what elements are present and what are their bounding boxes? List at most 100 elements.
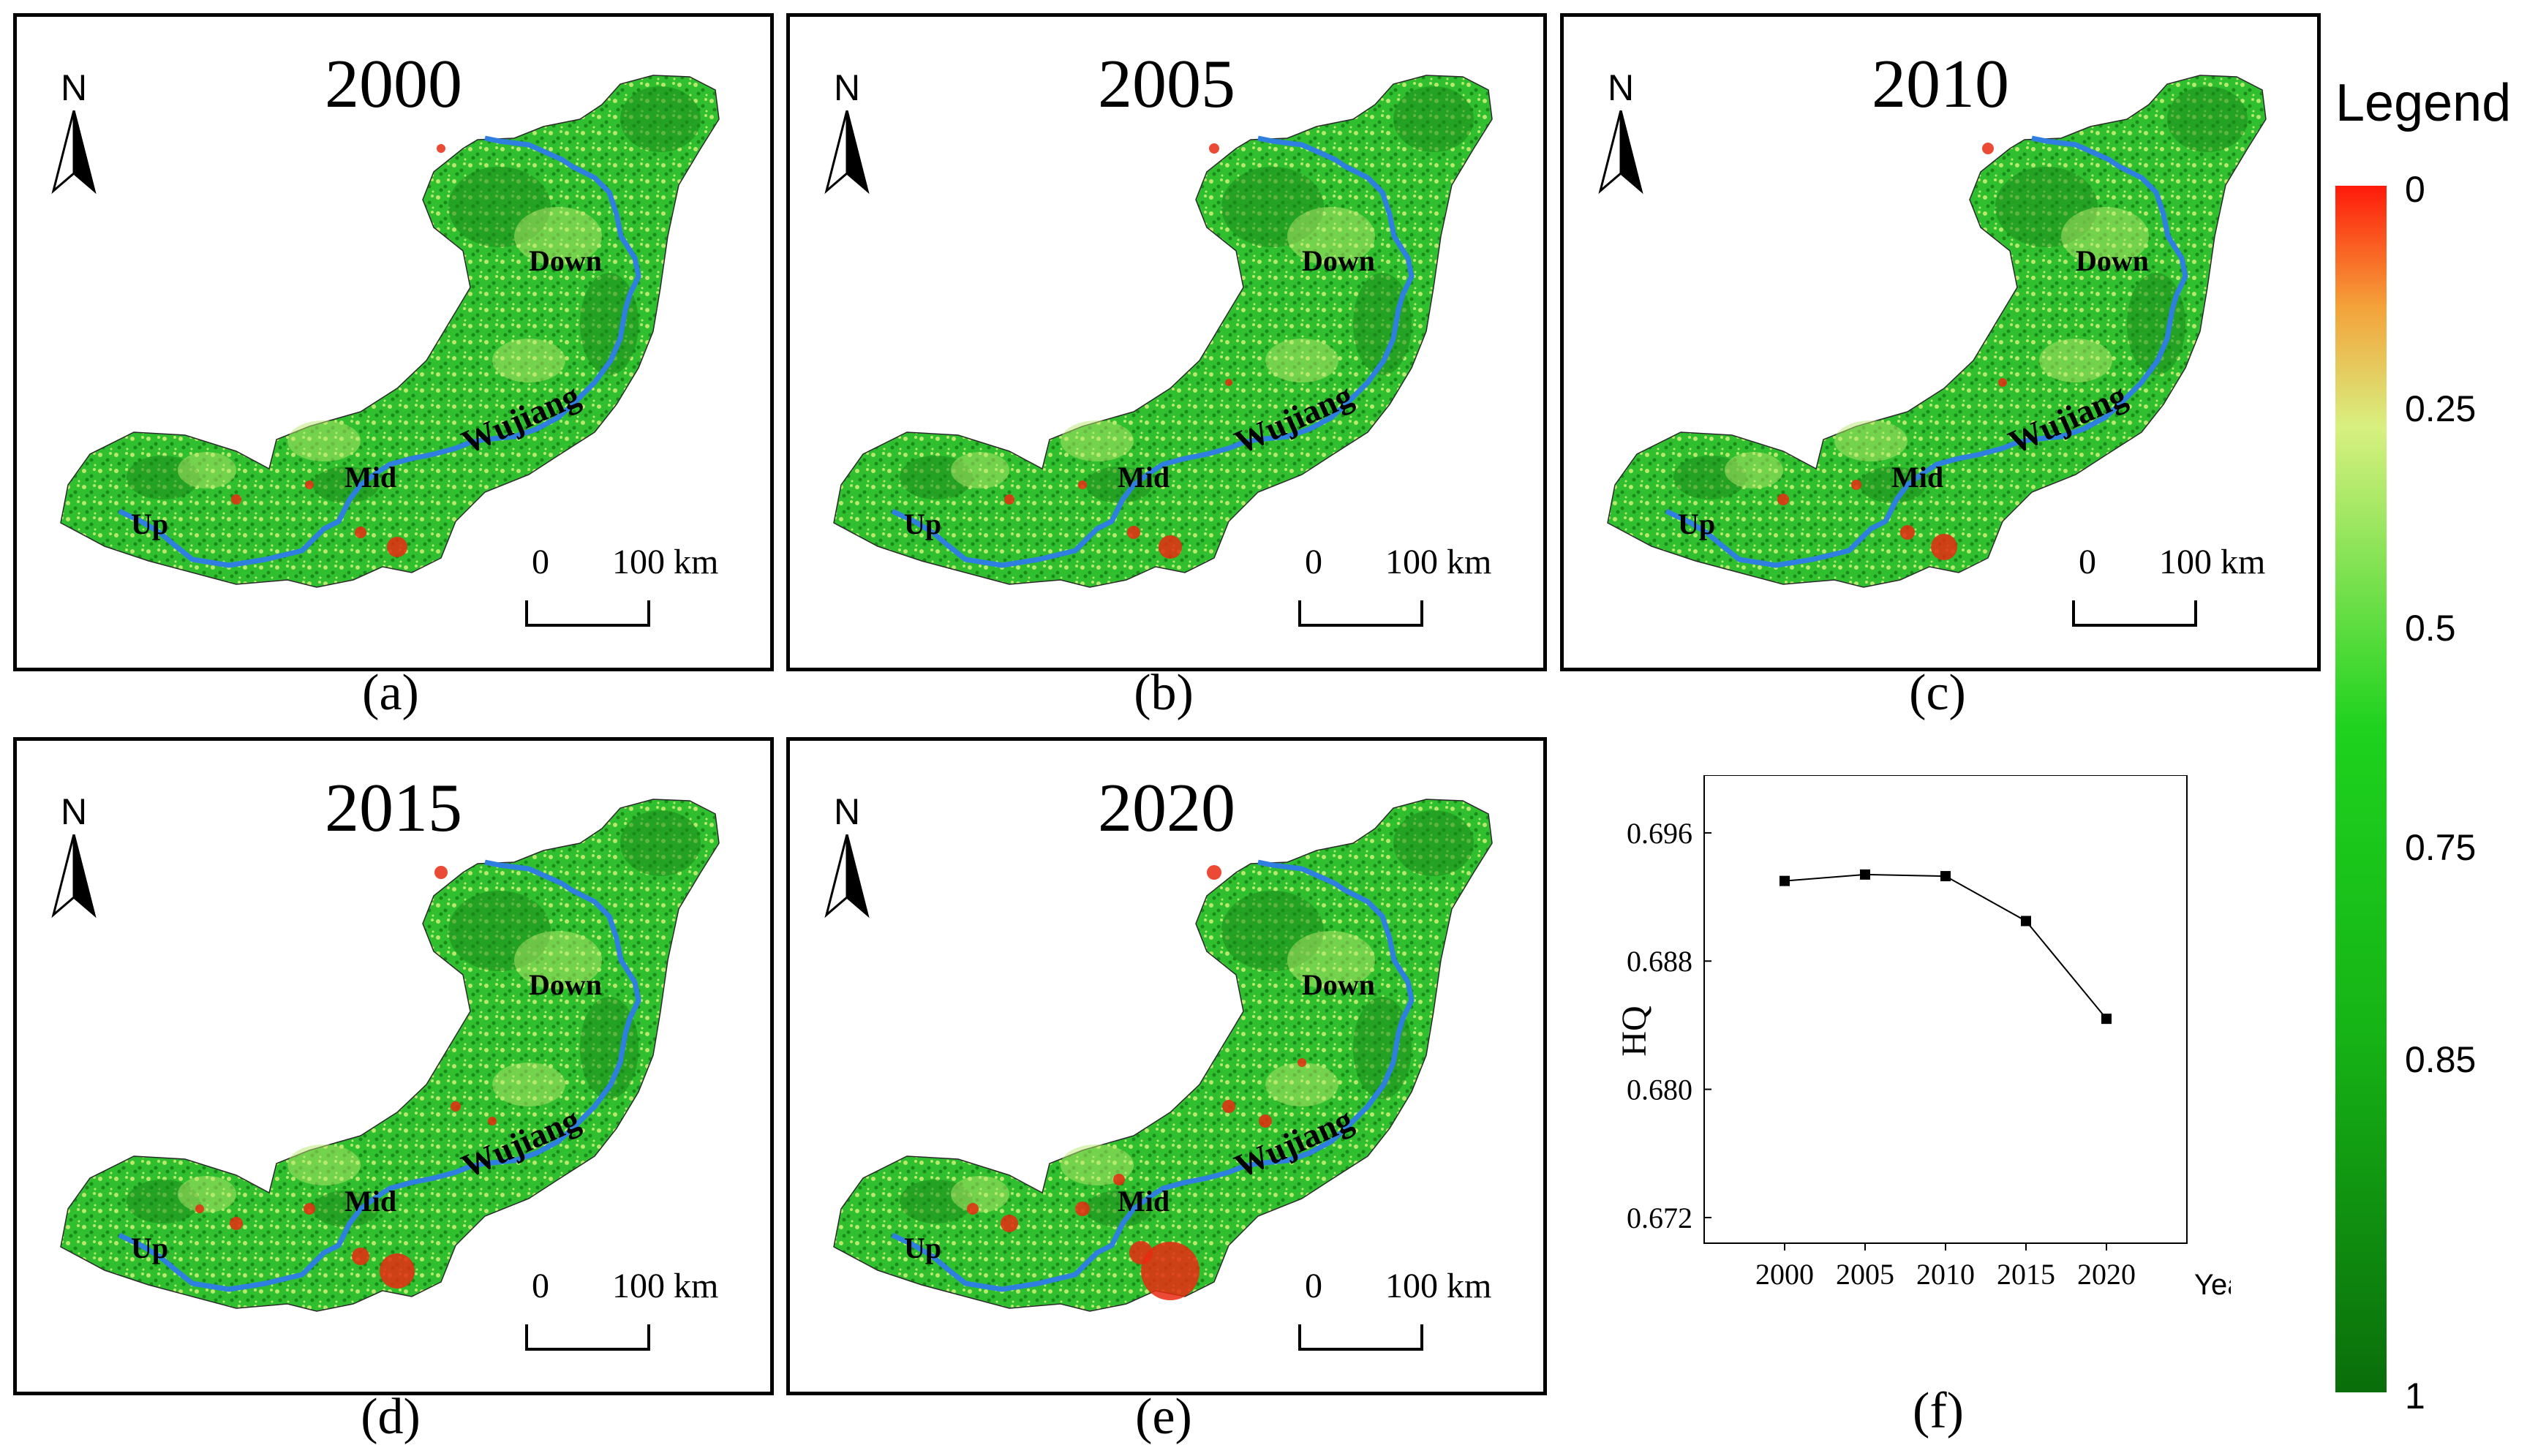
scale-bar-line <box>525 1324 650 1351</box>
scale-end: 100 km <box>612 1267 719 1305</box>
high-quality-zones <box>127 86 701 503</box>
low-quality-hotspot <box>1851 480 1861 490</box>
north-arrow: N <box>45 791 103 937</box>
hq-data-point <box>2021 916 2031 927</box>
low-quality-hotspot <box>1159 535 1182 559</box>
scale-bar: 0 100 km <box>524 1266 770 1368</box>
low-quality-hotspot <box>1207 865 1221 880</box>
north-arrow-icon <box>824 834 870 919</box>
low-quality-hotspot <box>1222 1100 1235 1113</box>
scale-bar: 0 100 km <box>524 542 770 644</box>
scale-bar: 0 100 km <box>1298 542 1543 644</box>
x-tick-label: 2005 <box>1836 1258 1894 1291</box>
region-label-mid: Mid <box>1118 1185 1170 1218</box>
habitat-quality-map <box>60 75 720 588</box>
x-tick-label: 2020 <box>2077 1258 2136 1291</box>
region-label-mid: Mid <box>344 461 397 494</box>
scale-end: 100 km <box>2159 543 2266 581</box>
legend-title: Legend <box>2335 74 2512 132</box>
north-label: N <box>1607 67 1635 108</box>
low-quality-hotspot <box>1225 379 1232 386</box>
y-tick-label: 0.696 <box>1627 817 1692 850</box>
panel-caption-2015: (d) <box>361 1389 421 1445</box>
legend-color-ramp <box>2335 186 2387 1392</box>
region-label-up: Up <box>904 508 942 540</box>
low-quality-hotspot <box>1998 378 2007 387</box>
region-label-up: Up <box>131 1231 169 1264</box>
low-quality-hotspots <box>967 865 1306 1300</box>
panel-year-title: 2015 <box>325 770 462 846</box>
north-arrow-icon <box>51 110 97 195</box>
scale-bar: 0 100 km <box>2071 542 2317 644</box>
map-panel-2005: 2005 N Up Mid Down Wujiang 0 100 km <box>786 13 1547 671</box>
low-quality-hotspot <box>967 1203 979 1215</box>
hq-data-point <box>1940 871 1951 882</box>
x-tick-label: 2000 <box>1755 1258 1814 1291</box>
scale-bar-line <box>1298 600 1423 627</box>
scale-bar-line <box>2072 600 2197 627</box>
wujiang-river <box>891 859 1415 1292</box>
y-tick-label: 0.688 <box>1627 945 1692 978</box>
low-quality-hotspot <box>1129 1241 1153 1264</box>
low-quality-hotspot <box>1777 494 1789 505</box>
hq-data-point <box>2101 1014 2112 1025</box>
y-tick-label: 0.672 <box>1627 1202 1692 1234</box>
low-quality-hotspot <box>387 537 407 557</box>
medium-quality-zones <box>178 207 602 489</box>
low-quality-hotspot <box>1900 525 1915 540</box>
low-quality-hotspot <box>1298 1058 1306 1067</box>
hq-data-point <box>1860 869 1870 880</box>
low-quality-hotspot <box>451 1101 461 1112</box>
scale-bar-line <box>525 600 650 627</box>
scale-end: 100 km <box>612 543 719 581</box>
hq-data-point <box>1780 875 1790 886</box>
low-quality-hotspot <box>231 494 241 505</box>
region-label-down: Down <box>529 244 603 277</box>
habitat-quality-map <box>833 75 1493 588</box>
y-axis-label: HQ <box>1615 1006 1654 1056</box>
chart-caption: (f) <box>1913 1383 1964 1439</box>
low-quality-hotspots <box>195 866 497 1289</box>
habitat-quality-map <box>60 799 720 1312</box>
low-quality-hotspot <box>352 1248 369 1265</box>
low-quality-hotspot <box>355 527 366 538</box>
legend-tick-label: 0.85 <box>2405 1039 2477 1080</box>
map-panel-2010: 2010 N Up Mid Down Wujiang 0 100 km <box>1560 13 2321 671</box>
medium-quality-zones <box>951 207 1375 489</box>
low-quality-hotspot <box>434 866 448 879</box>
north-arrow: N <box>818 791 876 937</box>
wujiang-river <box>1665 135 2188 568</box>
low-quality-hotspot <box>1141 1242 1200 1300</box>
low-quality-hotspot <box>305 480 314 489</box>
panel-year-title: 2020 <box>1098 770 1235 846</box>
map-panel-2020: 2020 N Up Mid Down Wujiang 0 100 km <box>786 737 1547 1395</box>
low-quality-hotspots <box>231 144 445 557</box>
region-label-down: Down <box>2076 244 2150 277</box>
legend-tick-label: 0 <box>2405 169 2425 210</box>
low-quality-hotspot <box>230 1217 243 1230</box>
legend-tick-label: 1 <box>2405 1376 2425 1417</box>
y-tick-label: 0.680 <box>1627 1074 1692 1106</box>
scale-start: 0 <box>2079 543 2096 581</box>
low-quality-hotspot <box>1209 143 1219 154</box>
hq-line-chart: 0.672 0.680 0.688 0.696 2000 2005 2010 2015 2020… <box>1609 775 2231 1324</box>
wujiang-river <box>118 135 641 568</box>
high-quality-zones <box>900 810 1474 1227</box>
legend-tick-label: 0.75 <box>2405 827 2477 868</box>
low-quality-hotspot <box>380 1253 415 1289</box>
low-quality-hotspot <box>1127 526 1140 539</box>
north-label: N <box>833 791 861 832</box>
north-arrow: N <box>818 67 876 213</box>
low-quality-hotspot <box>1004 494 1014 505</box>
x-tick-label: 2010 <box>1916 1258 1975 1291</box>
chart-svg: 0.672 0.680 0.688 0.696 2000 2005 2010 2015 2020… <box>1615 775 2231 1301</box>
habitat-quality-map <box>1607 75 2267 588</box>
north-arrow: N <box>45 67 103 213</box>
low-quality-hotspots <box>1004 143 1232 559</box>
low-quality-hotspot <box>195 1204 204 1213</box>
scale-start: 0 <box>1305 543 1322 581</box>
low-quality-hotspot <box>1259 1114 1272 1128</box>
scale-bar-line <box>1298 1324 1423 1351</box>
region-label-mid: Mid <box>1118 461 1170 494</box>
region-label-up: Up <box>1678 508 1716 540</box>
